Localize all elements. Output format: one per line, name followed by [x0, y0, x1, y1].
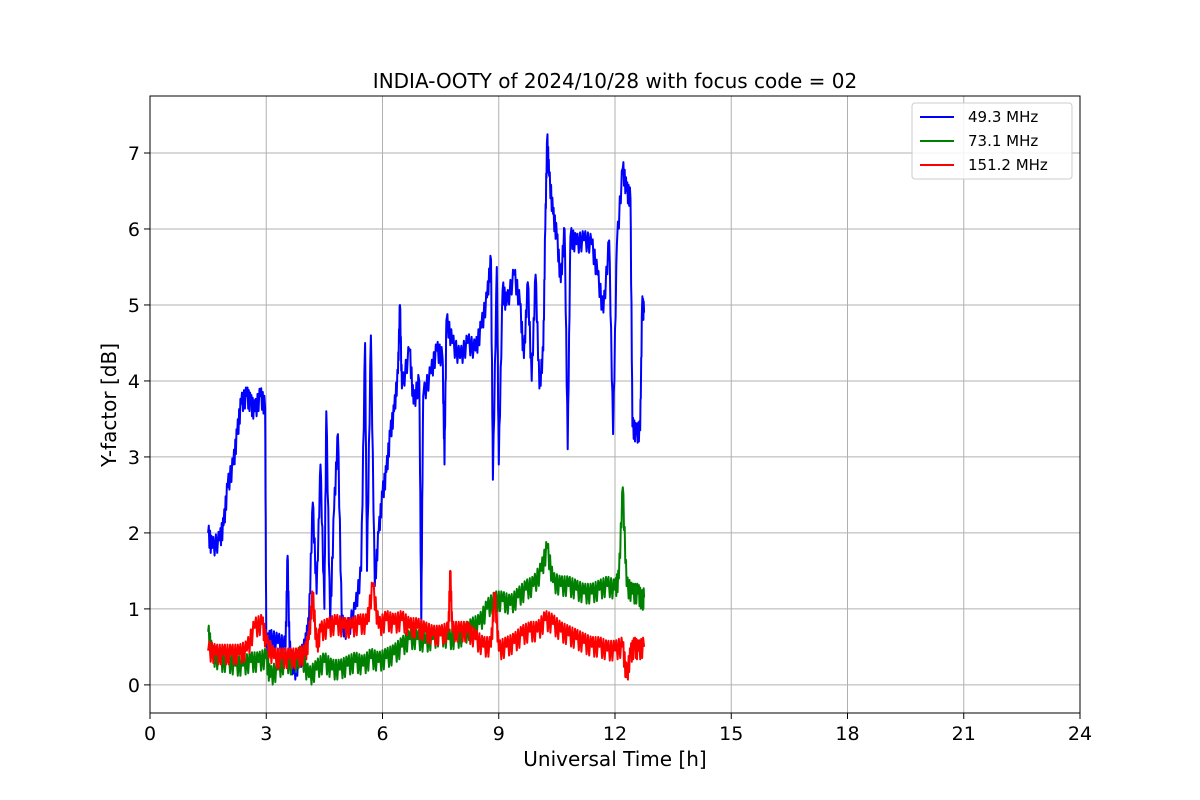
y-tick-label: 2: [128, 523, 140, 545]
series-line-151-2-mhz: [207, 569, 646, 681]
x-axis-ticks: 0 3 6 9 12 15 18 21 24: [144, 713, 1092, 745]
x-axis-label: Universal Time [h]: [523, 747, 706, 771]
legend-label-49-3-mhz: 49.3 MHz: [968, 108, 1038, 126]
y-tick-label: 4: [128, 371, 140, 393]
x-tick-label: 0: [144, 723, 156, 745]
legend-label-73-1-mhz: 73.1 MHz: [968, 132, 1038, 150]
x-tick-label: 6: [376, 723, 388, 745]
legend-entries: 49.3 MHz 73.1 MHz 151.2 MHz: [920, 108, 1048, 174]
plot-series: [207, 133, 646, 686]
y-tick-label: 3: [128, 447, 140, 469]
x-tick-label: 12: [603, 723, 627, 745]
y-tick-label: 0: [128, 675, 140, 697]
chart-title: INDIA-OOTY of 2024/10/28 with focus code…: [373, 69, 857, 93]
x-tick-label: 21: [952, 723, 976, 745]
x-tick-label: 15: [719, 723, 743, 745]
x-tick-label: 9: [493, 723, 505, 745]
legend: 49.3 MHz 73.1 MHz 151.2 MHz: [911, 102, 1073, 180]
y-axis-ticks: 0 1 2 3 4 5 6 7: [128, 143, 150, 697]
x-tick-label: 18: [835, 723, 859, 745]
legend-label-151-2-mhz: 151.2 MHz: [968, 156, 1048, 174]
x-tick-label: 3: [260, 723, 272, 745]
y-tick-label: 6: [128, 219, 140, 241]
y-tick-label: 7: [128, 143, 140, 165]
series-line-49-3-mhz: [207, 133, 646, 681]
legend-box: [911, 102, 1073, 180]
y-tick-label: 5: [128, 295, 140, 317]
y-axis-label: Y-factor [dB]: [97, 343, 121, 468]
x-tick-label: 24: [1068, 723, 1092, 745]
y-tick-label: 1: [128, 599, 140, 621]
